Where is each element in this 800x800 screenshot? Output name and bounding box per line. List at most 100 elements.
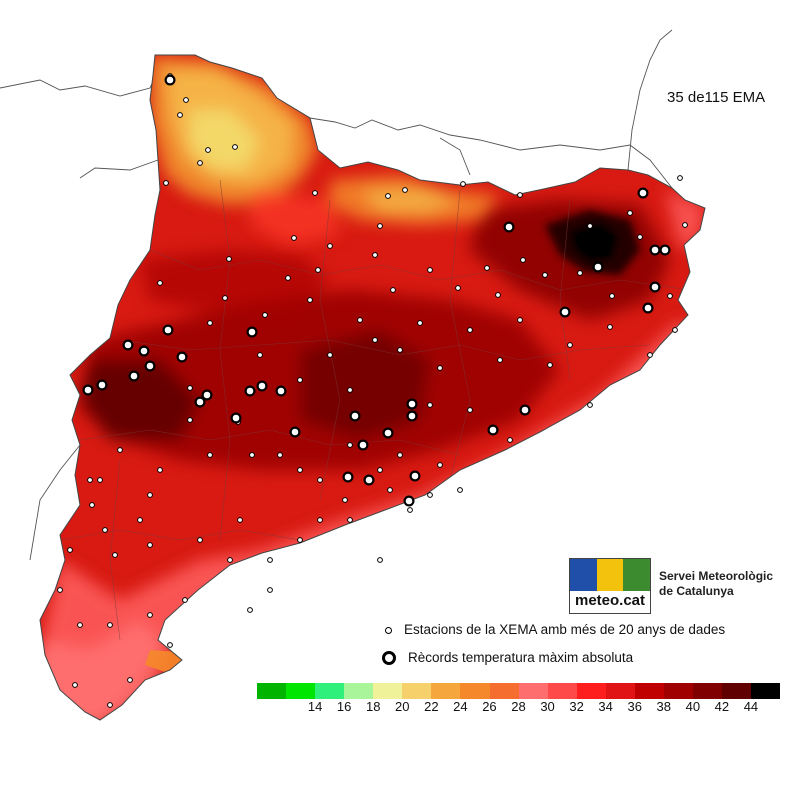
station-marker <box>347 442 353 448</box>
station-marker <box>157 467 163 473</box>
stations-layer <box>57 73 688 708</box>
station-marker <box>542 272 548 278</box>
station-marker <box>297 537 303 543</box>
logo-text: meteo.cat <box>574 592 646 609</box>
station-marker <box>237 517 243 523</box>
record-station-marker <box>144 360 156 372</box>
station-marker <box>257 352 263 358</box>
colorbar-cell <box>286 683 316 699</box>
station-marker <box>507 437 513 443</box>
record-station-marker <box>256 380 268 392</box>
record-station-marker <box>592 261 604 273</box>
record-station-marker <box>138 345 150 357</box>
station-marker <box>547 362 553 368</box>
colorbar-tick-label: 30 <box>540 699 555 714</box>
station-marker <box>197 160 203 166</box>
record-station-marker <box>244 385 256 397</box>
station-marker <box>277 452 283 458</box>
station-marker <box>183 97 189 103</box>
station-marker <box>497 357 503 363</box>
record-station-marker <box>201 389 213 401</box>
org-line-2: de Catalunya <box>659 584 734 598</box>
record-station-marker <box>503 221 515 233</box>
record-station-marker-icon <box>382 651 396 666</box>
legend-large-marker-row: Rècords temperatura màxim absoluta <box>382 650 633 666</box>
station-marker <box>460 181 466 187</box>
station-marker <box>495 292 501 298</box>
station-marker <box>567 342 573 348</box>
station-marker <box>437 462 443 468</box>
record-station-marker <box>406 410 418 422</box>
station-marker <box>317 517 323 523</box>
station-marker <box>577 270 583 276</box>
record-station-marker <box>637 187 649 199</box>
station-marker <box>226 256 232 262</box>
colorbar-cell <box>751 683 781 699</box>
station-marker <box>187 385 193 391</box>
station-marker <box>677 175 683 181</box>
record-station-marker <box>176 351 188 363</box>
station-marker <box>67 547 73 553</box>
station-marker <box>285 275 291 281</box>
station-marker <box>327 243 333 249</box>
station-marker <box>89 502 95 508</box>
station-marker <box>222 295 228 301</box>
station-marker <box>291 235 297 241</box>
station-marker <box>249 452 255 458</box>
station-marker <box>377 467 383 473</box>
colorbar-cell <box>722 683 752 699</box>
record-station-marker <box>559 306 571 318</box>
colorbar-cell <box>634 683 664 699</box>
station-marker <box>207 452 213 458</box>
station-marker <box>197 537 203 543</box>
colorbar-tick-label: 38 <box>656 699 671 714</box>
record-station-marker <box>363 474 375 486</box>
station-marker <box>262 312 268 318</box>
station-marker <box>407 507 413 513</box>
record-station-marker <box>349 410 361 422</box>
record-station-marker <box>164 74 176 86</box>
colorbar-cell <box>315 683 345 699</box>
colorbar-cell <box>518 683 548 699</box>
org-line-1: Servei Meteorològic <box>659 569 774 583</box>
colorbar-cell <box>489 683 519 699</box>
record-station-marker <box>519 404 531 416</box>
colorbar-cell <box>373 683 403 699</box>
station-marker <box>397 347 403 353</box>
station-marker <box>387 487 393 493</box>
station-marker <box>672 327 678 333</box>
colorbar-tick-label: 40 <box>685 699 701 714</box>
record-station-marker <box>403 495 415 507</box>
station-marker <box>437 365 443 371</box>
colorbar-cell <box>605 683 635 699</box>
station-marker <box>147 612 153 618</box>
colorbar-cell <box>663 683 693 699</box>
station-marker <box>177 112 183 118</box>
station-marker <box>267 557 273 563</box>
colorbar-tick-label: 14 <box>307 699 323 714</box>
station-marker <box>347 517 353 523</box>
record-station-marker <box>642 302 654 314</box>
station-marker <box>520 257 526 263</box>
station-marker <box>377 223 383 229</box>
station-marker <box>137 517 143 523</box>
colorbar-tick-label: 16 <box>336 699 352 714</box>
record-station-marker <box>194 396 206 408</box>
record-station-marker <box>230 412 242 424</box>
record-station-marker <box>162 324 174 336</box>
station-marker <box>357 317 363 323</box>
station-marker <box>517 192 523 198</box>
record-station-marker <box>82 384 94 396</box>
colorbar-tick-label: 32 <box>569 699 584 714</box>
station-marker <box>307 297 313 303</box>
record-station-marker <box>246 326 258 338</box>
meteocat-logo: meteo.cat <box>569 558 651 614</box>
station-marker <box>637 234 643 240</box>
colorbar-tick-label: 44 <box>743 699 759 714</box>
record-station-marker <box>487 424 499 436</box>
station-marker <box>427 267 433 273</box>
organization-name: Servei Meteorològic de Catalunya <box>659 569 799 599</box>
station-marker <box>247 607 253 613</box>
station-marker <box>390 287 396 293</box>
